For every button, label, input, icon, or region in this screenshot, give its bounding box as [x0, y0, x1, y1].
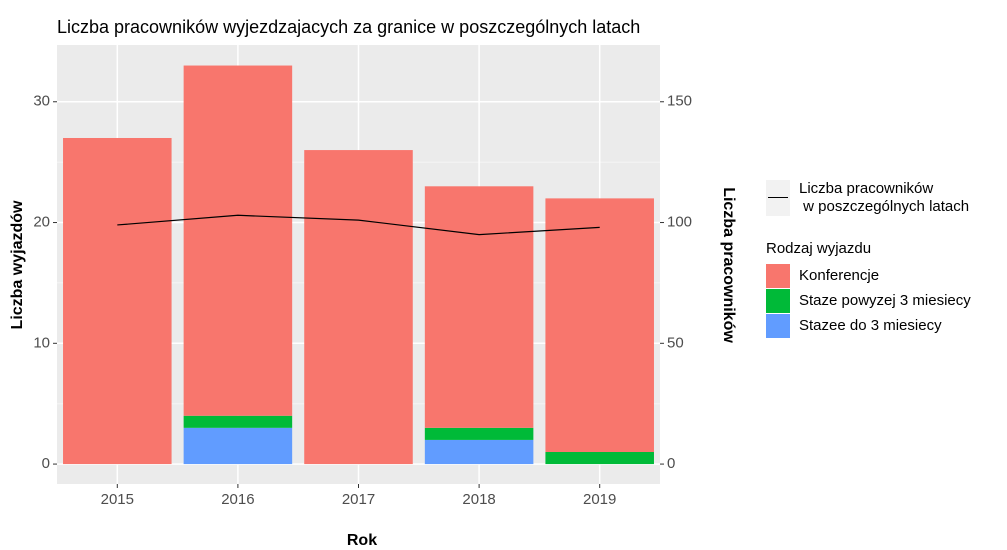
- y2-tick-label: 150: [667, 93, 692, 110]
- y-axis-title: Liczba wyjazdów: [9, 200, 26, 329]
- bar: [424, 427, 534, 440]
- x-axis-title: Rok: [347, 532, 377, 549]
- legend-label: Liczba pracowników w poszczególnych lata…: [799, 180, 970, 215]
- legend-key: [766, 180, 790, 216]
- bar: [183, 415, 293, 428]
- x-tick-label: 2016: [221, 491, 254, 508]
- legend-label: Staze powyzej 3 miesiecy: [799, 292, 971, 309]
- chart-title: Liczba pracowników wyjezdzajacych za gra…: [57, 17, 640, 37]
- line: [117, 214, 600, 236]
- legend-key: [766, 288, 790, 313]
- legend-item: Staze powyzej 3 miesiecy: [766, 288, 971, 313]
- legend-key: [766, 263, 790, 288]
- legend-item: Konferencje: [766, 263, 971, 288]
- bar: [183, 427, 293, 465]
- x-tick-label: 2017: [342, 491, 375, 508]
- x-tick-label: 2018: [462, 491, 495, 508]
- y2-axis-title: Liczba pracowników: [720, 187, 737, 343]
- y-tick-label: 10: [33, 334, 50, 351]
- y2-tick-label: 100: [667, 214, 692, 231]
- bar: [424, 439, 534, 465]
- legend-key: [766, 313, 790, 338]
- bar: [545, 451, 654, 465]
- legend: Liczba pracowników w poszczególnych lata…: [766, 178, 971, 338]
- bar: [545, 198, 654, 452]
- legend-item: Stazee do 3 miesiecy: [766, 313, 971, 338]
- y-tick-label: 0: [42, 455, 50, 472]
- bar: [63, 137, 172, 465]
- y2-tick-label: 0: [667, 455, 675, 472]
- legend-label: Konferencje: [799, 267, 880, 284]
- legend-title: Rodzaj wyjazdu: [766, 240, 872, 257]
- y-tick-label: 20: [33, 214, 50, 231]
- x-tick-label: 2019: [583, 491, 616, 508]
- y2-tick-label: 50: [667, 334, 684, 351]
- y-tick-label: 30: [33, 93, 50, 110]
- bar: [304, 150, 413, 465]
- x-tick-label: 2015: [101, 491, 134, 508]
- bar: [183, 65, 293, 416]
- bar: [424, 186, 534, 428]
- legend-label: Stazee do 3 miesiecy: [799, 317, 942, 334]
